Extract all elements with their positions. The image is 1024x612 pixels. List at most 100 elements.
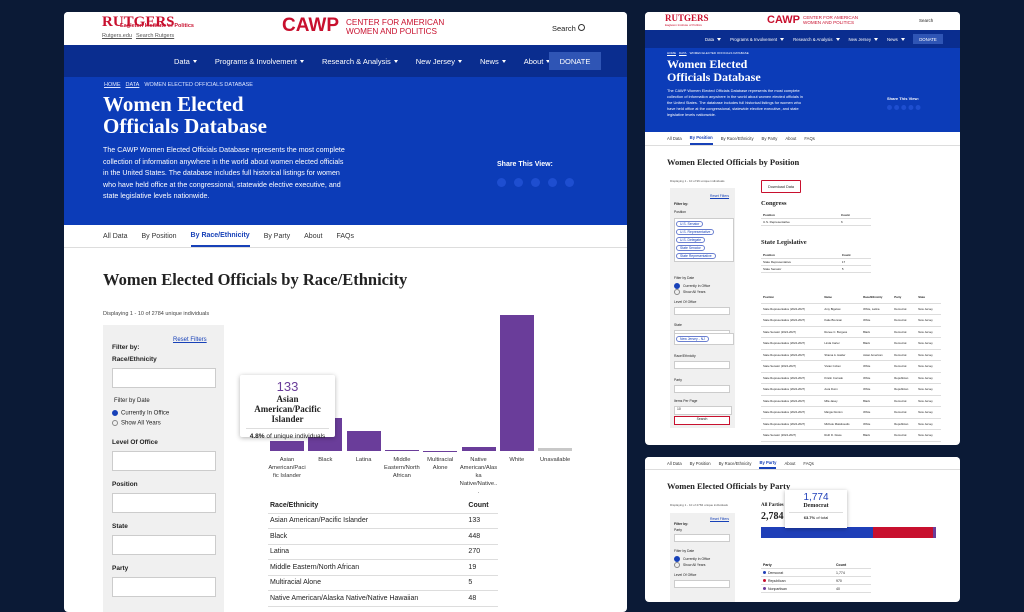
- radio[interactable]: [674, 562, 680, 568]
- table-cell: 17: [840, 259, 871, 266]
- tab[interactable]: By Race/Ethnicity: [191, 225, 250, 247]
- share-icon[interactable]: [916, 105, 921, 110]
- share-bluesky[interactable]: [531, 178, 540, 187]
- share-icon[interactable]: [901, 105, 906, 110]
- share-icon[interactable]: [908, 105, 913, 110]
- chip[interactable]: U.S. Delegate: [676, 237, 705, 243]
- race-input[interactable]: [112, 368, 216, 388]
- download-button[interactable]: Download Data: [761, 180, 801, 193]
- radio[interactable]: [674, 289, 680, 295]
- chip[interactable]: State Senator: [676, 245, 705, 251]
- section-title: Women Elected Officials by Party: [667, 481, 790, 491]
- table-cell: 1,774: [834, 569, 871, 577]
- nav-item[interactable]: Research & Analysis: [793, 37, 839, 42]
- nav-item[interactable]: Programs & Involvement: [215, 57, 304, 66]
- bar[interactable]: [270, 441, 304, 451]
- filter-input[interactable]: [112, 451, 216, 471]
- filter-heading: Filter by:: [674, 202, 688, 206]
- cawp-name: CENTER FOR AMERICAN WOMEN AND POLITICS: [346, 18, 446, 36]
- nav-item[interactable]: Programs & Involvement: [730, 37, 784, 42]
- donate-button[interactable]: DONATE: [549, 52, 601, 70]
- nav-item[interactable]: News: [480, 57, 506, 66]
- bar[interactable]: [538, 448, 572, 451]
- share-email[interactable]: [548, 178, 557, 187]
- header-link[interactable]: Rutgers.edu: [102, 33, 132, 39]
- chip[interactable]: U.S. Senator: [676, 221, 703, 227]
- table-cell: Nonpartisan: [761, 585, 834, 593]
- bar-segment[interactable]: [933, 527, 936, 538]
- chip[interactable]: New Jersey - NJ: [676, 336, 709, 342]
- breadcrumb-item[interactable]: DATA: [126, 82, 140, 88]
- tab[interactable]: FAQs: [803, 457, 813, 469]
- tab[interactable]: All Data: [103, 225, 128, 247]
- nav-item[interactable]: Data: [174, 57, 197, 66]
- chip[interactable]: State Representative: [676, 253, 716, 259]
- tab[interactable]: About: [304, 225, 322, 247]
- date-option[interactable]: Currently In Office: [112, 410, 169, 417]
- nav-item[interactable]: About: [524, 57, 551, 66]
- share-facebook[interactable]: [497, 178, 506, 187]
- bar[interactable]: [347, 431, 381, 451]
- bar[interactable]: [500, 315, 534, 451]
- tab[interactable]: FAQs: [804, 132, 814, 145]
- reset-filters[interactable]: Reset Filters: [173, 337, 207, 343]
- share-link[interactable]: [565, 178, 574, 187]
- table-cell: New Jersey: [916, 395, 941, 407]
- table-cell: Black: [861, 326, 892, 338]
- breadcrumb-item: WOMEN ELECTED OFFICIALS DATABASE: [144, 82, 253, 88]
- tab[interactable]: By Race/Ethnicity: [721, 132, 754, 145]
- share-icons: [887, 105, 921, 110]
- tab[interactable]: FAQs: [336, 225, 354, 247]
- tab[interactable]: About: [785, 132, 796, 145]
- table-cell: New Jersey: [916, 372, 941, 384]
- tab[interactable]: All Data: [667, 132, 682, 145]
- breadcrumb-item[interactable]: DATA: [679, 51, 687, 55]
- search-icon[interactable]: [578, 24, 585, 31]
- share-icon[interactable]: [887, 105, 892, 110]
- search-button[interactable]: Search: [674, 416, 730, 425]
- nav-item[interactable]: New Jersey: [849, 37, 878, 42]
- tab[interactable]: About: [784, 457, 795, 469]
- per-page-select[interactable]: 10: [674, 406, 732, 415]
- filter-input[interactable]: [112, 577, 216, 597]
- table-cell: Kristin Corrado: [822, 372, 861, 384]
- table-cell: New Jersey: [916, 303, 941, 315]
- chip[interactable]: U.S. Representative: [676, 229, 714, 235]
- share-icon[interactable]: [894, 105, 899, 110]
- breadcrumb-item[interactable]: HOME: [104, 82, 121, 88]
- breadcrumb-item[interactable]: HOME: [667, 51, 676, 55]
- nav-item[interactable]: New Jersey: [416, 57, 462, 66]
- tooltip: 133 Asian American/Pacific Islander 4.8%…: [240, 375, 335, 437]
- nav-item[interactable]: Research & Analysis: [322, 57, 398, 66]
- bar-segment[interactable]: [761, 527, 873, 538]
- tab[interactable]: By Party: [264, 225, 290, 247]
- filter-input[interactable]: [112, 535, 216, 555]
- tab[interactable]: By Position: [690, 457, 711, 469]
- nav-item[interactable]: Data: [705, 37, 721, 42]
- search[interactable]: Search: [919, 18, 933, 23]
- bar[interactable]: [385, 450, 419, 451]
- tooltip-text: of total: [816, 515, 828, 520]
- nav-item[interactable]: News: [887, 37, 905, 42]
- tab[interactable]: By Party: [762, 132, 778, 145]
- tab[interactable]: All Data: [667, 457, 682, 469]
- tab[interactable]: By Party: [759, 457, 776, 469]
- donate-button[interactable]: DONATE: [913, 34, 943, 44]
- tab[interactable]: By Position: [142, 225, 177, 247]
- share-linkedin[interactable]: [514, 178, 523, 187]
- tab[interactable]: By Position: [690, 132, 713, 145]
- search[interactable]: Search: [552, 24, 576, 33]
- bar[interactable]: [462, 447, 496, 451]
- tab[interactable]: By Race/Ethnicity: [719, 457, 752, 469]
- date-option[interactable]: Show All Years: [112, 420, 161, 427]
- filter-input[interactable]: [112, 493, 216, 513]
- bar-segment[interactable]: [873, 527, 934, 538]
- header-link[interactable]: Search Rutgers: [136, 33, 174, 39]
